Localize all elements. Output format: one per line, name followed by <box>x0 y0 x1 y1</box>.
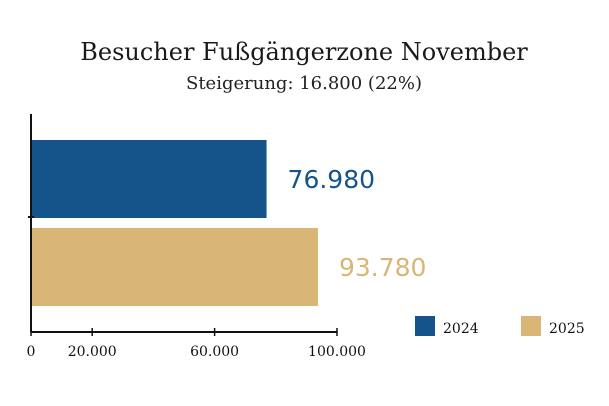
x-tick-label-100000: 100.000 <box>308 344 366 360</box>
data-label-2025: 93.780 <box>339 253 426 282</box>
legend-swatch-2024 <box>415 316 435 336</box>
chart-subtitle: Steigerung: 16.800 (22%) <box>186 73 422 94</box>
data-label-2024: 76.980 <box>288 165 375 194</box>
x-axis: 0 20.000 60.000 100.000 <box>27 114 366 360</box>
legend-label-2025: 2025 <box>549 321 585 337</box>
bar-2025 <box>31 228 318 306</box>
bars-layer: 76.980 93.780 <box>31 140 426 306</box>
x-tick-label-60000: 60.000 <box>190 344 239 360</box>
bar-2024 <box>31 140 267 218</box>
legend: 2024 2025 <box>415 316 585 337</box>
chart-title: Besucher Fußgängerzone November <box>80 38 528 66</box>
x-tick-label-20000: 20.000 <box>68 344 117 360</box>
legend-swatch-2025 <box>521 316 541 336</box>
x-tick-label-0: 0 <box>27 344 36 360</box>
legend-label-2024: 2024 <box>443 321 479 337</box>
